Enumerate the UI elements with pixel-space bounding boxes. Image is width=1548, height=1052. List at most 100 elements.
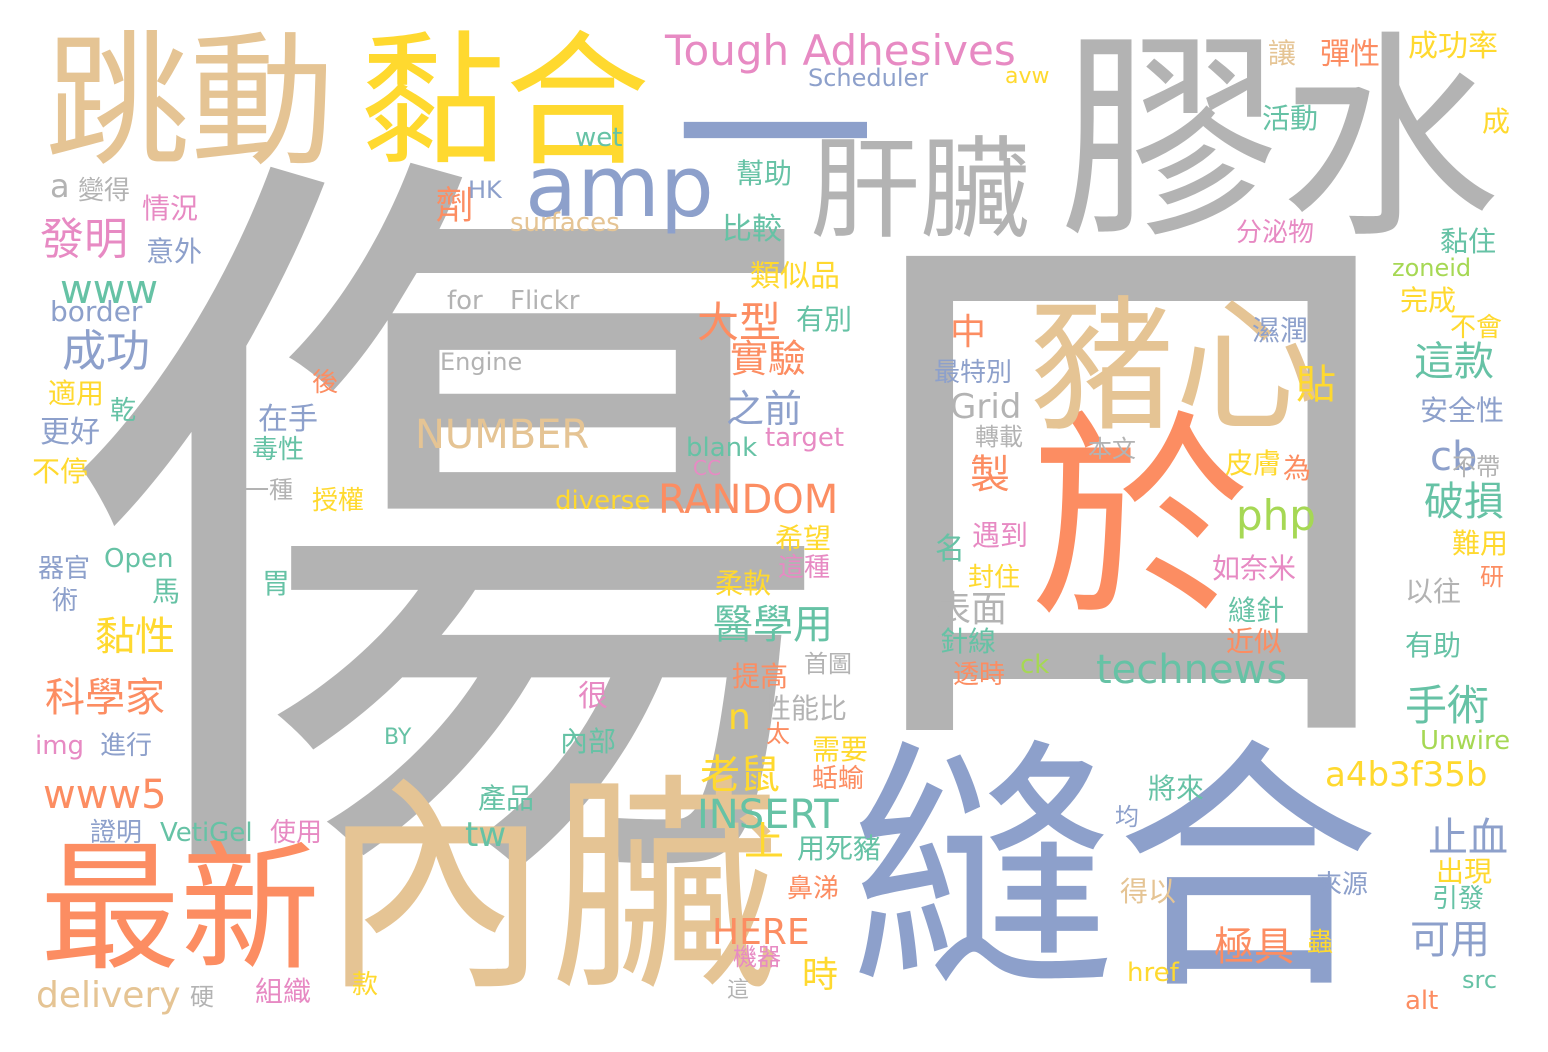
cloud-word: 證明 (90, 818, 143, 848)
cloud-word: 如奈米 (1212, 552, 1297, 585)
cloud-word: 縫合 (850, 718, 1380, 1026)
cloud-word: target (765, 423, 845, 453)
cloud-word: tw (465, 815, 507, 855)
cloud-word: 彈性 (1320, 37, 1380, 72)
cloud-word: 時 (802, 955, 839, 996)
cloud-word: VetiGel (160, 818, 253, 848)
cloud-word: 太 (766, 720, 790, 748)
cloud-word: 手術 (1405, 681, 1490, 730)
cloud-word: 胃 (262, 567, 291, 600)
cloud-word: 情況 (142, 192, 199, 225)
cloud-word: href (1127, 958, 1179, 988)
cloud-word: 適用 (48, 377, 105, 410)
cloud-word: 均 (1115, 803, 1139, 831)
cloud-word: 柔軟 (715, 567, 772, 600)
cloud-word: 術 (52, 586, 79, 616)
cloud-word: 希望 (775, 522, 832, 555)
cloud-word: 本文 (1088, 435, 1136, 463)
cloud-word: 性能比 (763, 692, 848, 725)
cloud-word: 跳動 (45, 18, 335, 187)
cloud-word: 破損 (1424, 479, 1504, 525)
cloud-word: Tough Adhesives (665, 26, 1016, 75)
cloud-word: 之前 (726, 387, 803, 431)
cloud-word: 蟲 (1307, 928, 1334, 958)
cloud-word: 於 (1030, 392, 1251, 648)
cloud-word: 分泌物 (1236, 218, 1315, 248)
cloud-word: zoneid (1392, 254, 1472, 282)
cloud-word: 成功 (62, 326, 150, 377)
cloud-word: 意外 (146, 235, 203, 268)
cloud-word: 這種 (778, 553, 831, 583)
cloud-word: 透時 (953, 660, 1006, 690)
cloud-word: 一 (675, 23, 876, 256)
cloud-word: 醫學用 (713, 602, 833, 648)
cloud-word: surfaces (510, 208, 620, 238)
cloud-word: 用死豬 (797, 832, 882, 865)
cloud-word: HK (468, 176, 502, 204)
cloud-word: 最新 (40, 828, 321, 991)
cloud-word: src (1462, 966, 1498, 994)
cloud-word: Flickr (510, 286, 580, 316)
cloud-word: 在手 (258, 402, 318, 437)
cloud-word: 毒性 (252, 435, 305, 465)
cloud-word: 完成 (1400, 284, 1457, 317)
cloud-word: 後 (312, 368, 339, 398)
cloud-word: 組織 (255, 975, 312, 1008)
cloud-word: 讓 (1268, 37, 1297, 70)
cloud-word: 黏住 (1440, 225, 1497, 258)
cloud-word: 有助 (1405, 629, 1462, 662)
cloud-word: 針線 (940, 625, 997, 658)
cloud-word: 乾 (110, 396, 137, 426)
cloud-word: amp (525, 138, 714, 237)
cloud-word: 安全性 (1420, 394, 1505, 427)
cloud-word: 難用 (1452, 527, 1509, 560)
cloud-word: php (1236, 491, 1316, 540)
cloud-word: 不停 (32, 455, 89, 488)
cloud-word: 最特別 (934, 358, 1013, 388)
cloud-word: 首圖 (804, 650, 852, 678)
cloud-word: NUMBER (415, 412, 590, 458)
cloud-word: 更好 (40, 415, 100, 450)
cloud-word: 遇到 (972, 519, 1029, 552)
cloud-word: 硬 (190, 983, 214, 1011)
cloud-word: a4b3f35b (1325, 755, 1488, 795)
cloud-word: img (35, 731, 85, 761)
cloud-word: 類似品 (750, 259, 840, 294)
cloud-word: 劑 (429, 185, 473, 223)
cloud-word: www5 (43, 772, 167, 818)
cloud-word: 這款 (1414, 339, 1494, 385)
cloud-word: 不會 (1450, 313, 1503, 343)
cloud-word: 中 (950, 312, 987, 353)
cloud-word: 活動 (1262, 102, 1319, 135)
cloud-word: 款 (352, 970, 379, 1000)
cloud-word: 黏合 (360, 18, 650, 187)
cloud-word: 機器 (733, 943, 781, 971)
cloud-word: 內部 (560, 725, 617, 758)
cloud-word: n (728, 697, 751, 738)
cloud-word: wet (575, 123, 623, 153)
cloud-word: 膠水 (1060, 12, 1501, 268)
cloud-word: Scheduler (808, 64, 929, 92)
cloud-word: blank (686, 433, 758, 463)
cloud-word: 發明 (40, 214, 128, 265)
cloud-word: RANDOM (658, 477, 839, 523)
cloud-word: 鼻涕 (787, 874, 840, 904)
cloud-word: diverse (555, 486, 651, 516)
cloud-word: Engine (440, 348, 523, 376)
cloud-word: 出現 (1436, 855, 1493, 888)
cloud-word: 傷 (70, 98, 830, 982)
cloud-word: 成功率 (1408, 29, 1498, 64)
cloud-word: 皮膚 (1225, 447, 1282, 480)
cloud-word: 縫針 (1228, 594, 1285, 627)
cloud-word: 科學家 (45, 675, 165, 721)
cloud-word: 止血 (1428, 815, 1508, 861)
cloud-word: avw (1005, 64, 1050, 89)
cloud-word: 不帶 (1452, 453, 1500, 481)
cloud-word: www (60, 267, 159, 313)
cloud-word: 濕潤 (1252, 314, 1309, 347)
cloud-word: 可用 (1410, 917, 1490, 963)
cloud-word: 一種 (245, 476, 293, 504)
cloud-word: cb (1430, 434, 1478, 480)
cloud-word: 需要 (812, 733, 869, 766)
